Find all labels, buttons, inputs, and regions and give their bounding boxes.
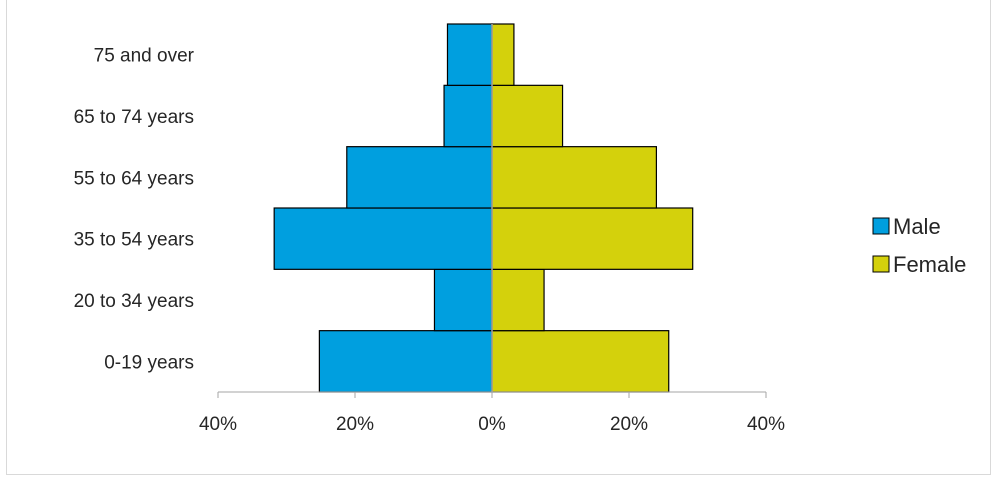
category-label: 65 to 74 years (74, 107, 194, 128)
x-axis: 40% 20% 0% 20% 40% (199, 24, 785, 435)
bar-male-4 (443, 84, 493, 148)
bar-female-2 (491, 207, 694, 270)
chart-frame (6, 0, 991, 475)
category-label: 55 to 64 years (74, 168, 194, 189)
bar-male-1 (433, 268, 493, 332)
legend-label-male: Male (893, 214, 941, 239)
legend-swatch-female (872, 255, 890, 273)
bar-male-2 (273, 207, 493, 270)
x-tick-label: 40% (199, 414, 237, 435)
legend: Male Female (872, 214, 966, 277)
x-tick-label: 20% (336, 414, 374, 435)
bars-layer (273, 23, 694, 393)
x-tick-label: 0% (478, 414, 506, 435)
bar-female-4 (491, 84, 564, 148)
category-label: 35 to 54 years (74, 230, 194, 251)
x-tick-label: 20% (610, 414, 648, 435)
bar-male-0 (318, 330, 493, 393)
bar-female-1 (491, 268, 545, 332)
category-labels: 0-19 years 20 to 34 years 35 to 54 years 55… (74, 46, 195, 374)
bar-female-3 (491, 146, 657, 209)
category-label: 0-19 years (104, 352, 194, 373)
bar-male-3 (346, 146, 493, 209)
x-tick-label: 40% (747, 414, 785, 435)
bar-female-5 (491, 23, 515, 86)
bar-female-0 (491, 330, 670, 393)
category-label: 20 to 34 years (74, 291, 194, 312)
bar-male-5 (446, 23, 493, 86)
legend-swatch-male (872, 217, 890, 235)
legend-label-female: Female (893, 252, 966, 277)
category-label: 75 and over (94, 46, 195, 67)
